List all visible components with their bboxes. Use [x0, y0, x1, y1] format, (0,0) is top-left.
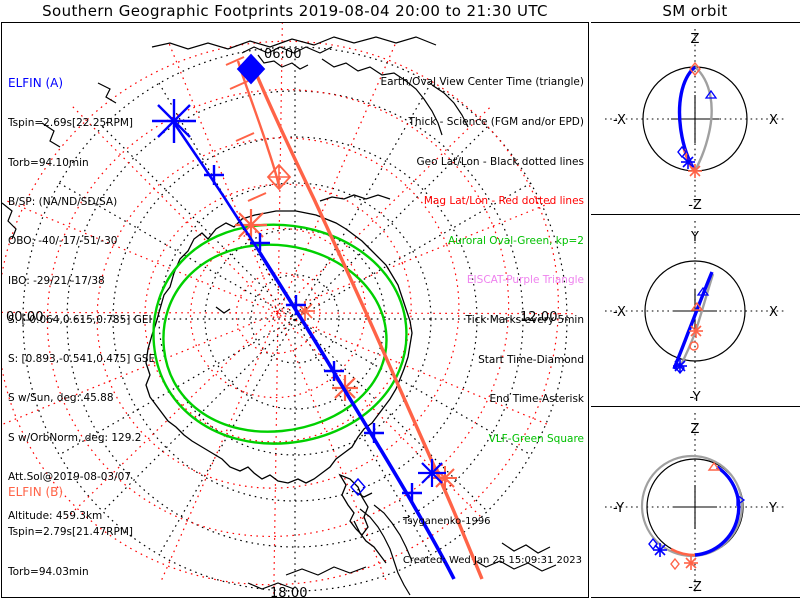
- elfin-a-ibo: IBO: -29/21/-17/38: [8, 274, 105, 287]
- sm3-axis-top: Z: [691, 422, 700, 437]
- elfin-b-torb: Torb=94.03min: [8, 565, 89, 578]
- elfin-b-info-block: ELFIN (B) Tspin=2.79s[21.47RPM] Torb=94.…: [8, 459, 159, 597]
- elfin-b-start-asterisk: [235, 209, 267, 241]
- mlt-label-1200: 12:00: [520, 310, 558, 325]
- sm-orbit-title: SM orbit: [662, 2, 728, 20]
- credits-block: Tsyganenko-1996 Created: Wed Jan 25 15:0…: [403, 489, 582, 593]
- elfin-a-attsol: Att.Sol@2019-08-03/07: [8, 470, 131, 483]
- start-diamond-a: [677, 145, 687, 159]
- end-asterisk-a: [673, 359, 687, 373]
- elfin-b-track: [236, 58, 484, 580]
- sm1-axis-right: X: [769, 113, 778, 128]
- center-time-triangle-b: [690, 301, 704, 311]
- elfin-a-name: ELFIN (A): [8, 76, 64, 91]
- elfin-a-obo: OBO: -40/-17/-51/-30: [8, 235, 118, 248]
- elfin-b-name: ELFIN (B): [8, 485, 64, 500]
- model-orbit-trace: [693, 66, 713, 172]
- auroral-oval: [152, 223, 408, 445]
- distant-coastlines: [2, 36, 557, 596]
- sm1-axis-left: -X: [613, 113, 626, 128]
- sm3-axis-right: Y: [768, 501, 777, 516]
- elfin-a-altitude: Altitude: 459.3km: [8, 510, 103, 523]
- elfin-a-lower-asterisk: [418, 459, 446, 487]
- elfin-a-s-sun: S w/Sun, deg: 45.88: [8, 392, 114, 405]
- elfin-b-orbit-trace: [670, 547, 696, 557]
- elfin-a-torb: Torb=94.10min: [8, 156, 89, 169]
- start-diamond-b: [670, 557, 680, 571]
- sm-orbit-panel-yz: Z -Z -Y Y: [591, 406, 800, 598]
- elfin-a-s-gei: S: [-0.064,0.615,0.785] GEI: [8, 313, 152, 326]
- model-orbit-trace: [677, 273, 715, 370]
- elfin-a-s-orbnorm: S w/OrbNorm, deg: 129.2: [8, 431, 142, 444]
- elfin-a-mid-diamond: [350, 477, 366, 497]
- legend-center-time: Earth/Oval View Center Time (triangle): [380, 76, 584, 89]
- elfin-b-tspin: Tspin=2.79s[21.47RPM]: [8, 526, 133, 539]
- end-asterisk-b: [689, 324, 703, 338]
- polar-map-panel: 00:00 06:00 12:00 18:00 ELFIN (A) Tspin=…: [1, 22, 589, 598]
- legend-tick-marks: Tick Marks every 5min: [465, 314, 584, 327]
- elfin-a-bsp: B/SP: (NA/ND/SD/SA): [8, 195, 118, 208]
- elfin-a-end-asterisk: [152, 99, 196, 143]
- sm-orbit-panel-xz: Z -Z -X X: [591, 22, 800, 214]
- center-time-triangle-a: [736, 493, 746, 507]
- sm-orbit-panel-xy: Y -Y -X X: [591, 214, 800, 406]
- legend-thick-science: Thick - Science (FGM and/or EPD): [408, 116, 584, 129]
- end-asterisk-b: [684, 556, 698, 570]
- elfin-a-info-block: ELFIN (A) Tspin=2.69s[22.25RPM] Torb=94.…: [8, 50, 155, 549]
- sm3-axis-left: -Y: [613, 501, 624, 516]
- end-asterisk-a: [681, 155, 695, 169]
- antarctica-coastline: [145, 194, 413, 564]
- center-time-triangle-a: [696, 286, 710, 296]
- legend-end-time: End Time-Asterisk: [489, 393, 584, 406]
- elfin-a-tspin: Tspin=2.69s[22.25RPM]: [8, 117, 133, 130]
- start-diamond-a: [648, 537, 658, 551]
- elfin-a-markers: [152, 53, 446, 497]
- elfin-b-tickmarks: [225, 56, 267, 202]
- legend-vlf: VLF-Green Square: [488, 432, 584, 445]
- sm2-axis-top: Y: [690, 230, 699, 245]
- center-time-triangle-b: [689, 61, 701, 77]
- elfin-a-track: [172, 122, 456, 580]
- start-diamond-b: [689, 341, 699, 351]
- end-asterisk-b: [688, 164, 702, 178]
- sm2-axis-left: -X: [613, 305, 626, 320]
- page-title: Southern Geographic Footprints 2019-08-0…: [42, 2, 548, 20]
- sm3-axis-bottom: -Z: [688, 580, 702, 595]
- plot-legend: Earth/Oval View Center Time (triangle) T…: [380, 50, 584, 473]
- mlt-label-0600: 06:00: [264, 47, 302, 62]
- created-timestamp: Created: Wed Jan 25 15:09:31 2023: [402, 555, 582, 566]
- elfin-a-orbit-trace: [672, 271, 714, 370]
- sm1-axis-bottom: -Z: [688, 198, 702, 213]
- sm2-axis-bottom: -Y: [689, 390, 700, 405]
- sm1-axis-top: Z: [691, 32, 700, 47]
- elfin-a-tickmarks: [204, 165, 422, 503]
- mlt-label-0000: 00:00: [6, 310, 44, 325]
- legend-auroral-oval: Auroral Oval-Green, kp=2: [447, 234, 584, 247]
- geo-grid: [22, 46, 568, 592]
- legend-geo-latlon: Geo Lat/Lon - Black dotted lines: [416, 155, 584, 168]
- elfin-a-s-gse: S: [0.893,-0.541,0.475] GSE: [8, 353, 156, 366]
- polar-map-svg: [2, 23, 573, 597]
- mlt-label-1800: 18:00: [270, 586, 308, 598]
- legend-mag-latlon: Mag Lat/Lon - Red dotted lines: [423, 195, 584, 208]
- sm2-axis-right: X: [769, 305, 778, 320]
- legend-start-time: Start Time-Diamond: [478, 353, 584, 366]
- elfin-a-orbit-trace: [694, 465, 741, 557]
- model-name: Tsyganenko-1996: [402, 516, 491, 527]
- center-time-triangle-b: [707, 461, 721, 471]
- end-asterisk-a: [653, 543, 667, 557]
- legend-eiscat: EISCAT-Purple Triangle: [466, 274, 584, 287]
- center-time-triangle-a: [704, 89, 718, 99]
